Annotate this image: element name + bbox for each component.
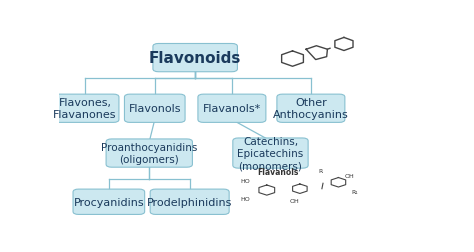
FancyBboxPatch shape bbox=[233, 138, 308, 169]
FancyBboxPatch shape bbox=[125, 95, 185, 123]
Text: OH: OH bbox=[290, 199, 299, 203]
Text: R₁: R₁ bbox=[352, 189, 358, 194]
FancyBboxPatch shape bbox=[277, 95, 345, 123]
Text: Flavanols*: Flavanols* bbox=[203, 104, 261, 114]
Text: Proanthocyanidins
(oligomers): Proanthocyanidins (oligomers) bbox=[101, 142, 198, 164]
Text: HO: HO bbox=[240, 197, 250, 202]
FancyBboxPatch shape bbox=[150, 189, 229, 215]
Text: Procyanidins: Procyanidins bbox=[73, 197, 144, 207]
Text: HO: HO bbox=[240, 178, 250, 183]
Text: Flavanols: Flavanols bbox=[257, 167, 299, 176]
FancyBboxPatch shape bbox=[73, 189, 145, 215]
FancyBboxPatch shape bbox=[153, 44, 237, 72]
Text: Flavonoids: Flavonoids bbox=[149, 51, 241, 66]
Text: Other
Anthocyanins: Other Anthocyanins bbox=[273, 98, 349, 120]
Text: Catechins,
Epicatechins
(monomers): Catechins, Epicatechins (monomers) bbox=[237, 137, 304, 170]
FancyBboxPatch shape bbox=[198, 95, 266, 123]
Text: OH: OH bbox=[345, 173, 355, 178]
Text: Prodelphinidins: Prodelphinidins bbox=[147, 197, 232, 207]
Text: R: R bbox=[318, 168, 322, 173]
Text: Flavones,
Flavanones: Flavones, Flavanones bbox=[53, 98, 117, 120]
FancyBboxPatch shape bbox=[51, 95, 119, 123]
Text: Flavonols: Flavonols bbox=[128, 104, 181, 114]
FancyBboxPatch shape bbox=[106, 139, 192, 168]
